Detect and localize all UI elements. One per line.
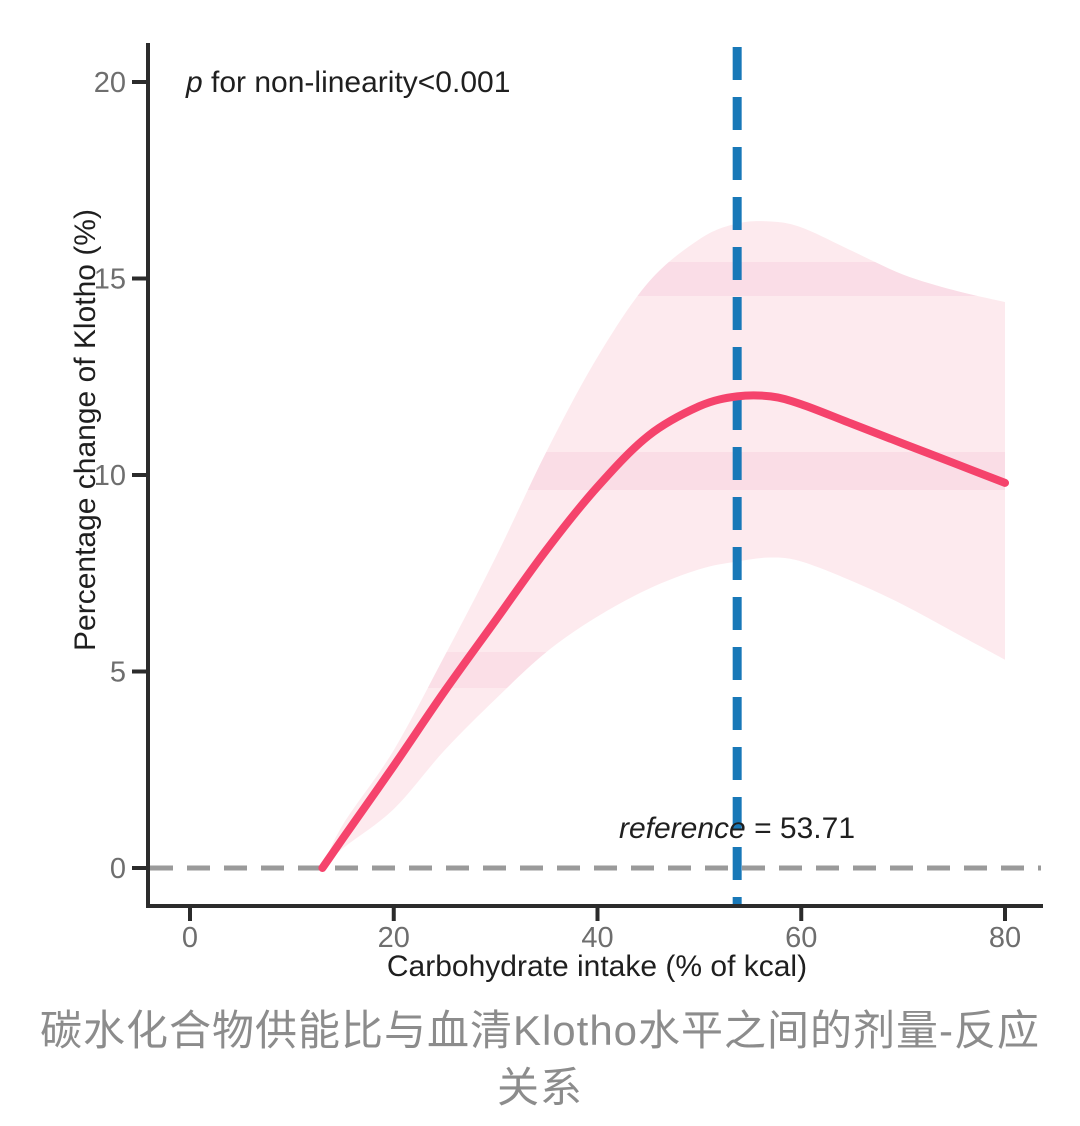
- p-annotation-rest: for non-linearity<0.001: [203, 66, 511, 99]
- tick-label: 20: [378, 922, 410, 954]
- tick-label: 80: [989, 922, 1021, 954]
- tick-label: 60: [785, 922, 817, 954]
- y-axis-ticks: 0 5 10 15 20: [94, 67, 148, 885]
- x-axis-title: Carbohydrate intake (% of kcal): [387, 950, 807, 983]
- band-stripe: [500, 452, 1005, 490]
- tick-label: 20: [94, 67, 126, 99]
- x-axis-ticks: 0 20 40 60 80: [182, 906, 1021, 954]
- p-nonlinearity-annotation: p for non-linearity<0.001: [185, 66, 510, 99]
- figure-caption-line1: 碳水化合物供能比与血清Klotho水平之间的剂量-反应: [39, 1007, 1041, 1054]
- tick-label: 0: [110, 853, 126, 885]
- dose-response-chart: 0 5 10 15 20 0 20 40 60 80 Percentage change of …: [69, 43, 1043, 983]
- tick-label: 5: [110, 657, 126, 689]
- p-annotation-italic: p: [185, 66, 203, 99]
- tick-label: 10: [94, 460, 126, 492]
- reference-annotation-italic: reference: [619, 812, 746, 845]
- tick-label: 0: [182, 922, 198, 954]
- tick-label: 15: [94, 264, 126, 296]
- band-stripe: [620, 262, 1005, 296]
- trend-curve: [318, 391, 1009, 872]
- confidence-band: [322, 221, 1005, 868]
- y-axis-title: Percentage change of Klotho (%): [69, 209, 102, 651]
- tick-label: 40: [581, 922, 613, 954]
- reference-annotation-rest: = 53.71: [746, 812, 855, 845]
- figure-caption: 碳水化合物供能比与血清Klotho水平之间的剂量-反应 关系: [0, 1002, 1080, 1116]
- reference-annotation: reference = 53.71: [619, 812, 855, 845]
- figure-caption-line2: 关系: [496, 1064, 583, 1111]
